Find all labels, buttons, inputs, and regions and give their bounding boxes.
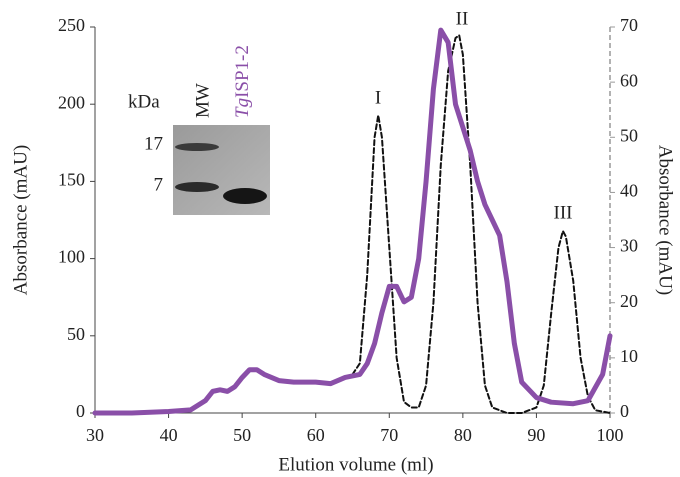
y-tick-label: 150 [58, 170, 85, 190]
inset-unit: kDa [128, 91, 160, 112]
peak-label: III [554, 202, 573, 223]
inset-marker: 7 [154, 174, 164, 195]
x-tick-label: 40 [160, 425, 178, 445]
x-tick-label: 50 [233, 425, 251, 445]
y2-tick-label: 50 [620, 125, 638, 145]
y-tick-label: 250 [58, 15, 85, 35]
y2-tick-label: 20 [620, 291, 638, 311]
y2-tick-label: 0 [620, 401, 629, 421]
line [95, 30, 610, 413]
gel-band [175, 143, 219, 151]
lane-label: TgISP1-2 [232, 45, 253, 118]
y2-tick-label: 30 [620, 236, 638, 256]
peak-label: II [456, 8, 469, 29]
gel-inset: kDa 17 7 MW TgISP1-2 [128, 45, 270, 215]
y-tick-label: 200 [58, 92, 85, 112]
x-axis-title: Elution volume (ml) [278, 454, 433, 475]
x-tick-label: 100 [597, 425, 624, 445]
x-tick-label: 30 [86, 425, 104, 445]
peak-label: I [375, 87, 381, 108]
y2-tick-label: 40 [620, 181, 638, 201]
lane-label-rest: ISP1-2 [232, 45, 253, 98]
y2-axis-title: Absorbance (mAU) [655, 145, 676, 295]
x-tick-label: 60 [307, 425, 325, 445]
y-tick-label: 0 [76, 401, 85, 421]
dashed-line [353, 35, 611, 413]
y-tick-label: 100 [58, 247, 85, 267]
y2-tick-label: 10 [620, 346, 638, 366]
y-axis-title: Absorbance (mAU) [10, 145, 31, 295]
gel-band [175, 182, 219, 192]
y2-tick-label: 70 [620, 15, 638, 35]
y2-tick-label: 60 [620, 70, 638, 90]
lane-label: MW [192, 83, 213, 118]
x-tick-label: 80 [454, 425, 472, 445]
inset-marker: 17 [144, 133, 163, 154]
chart: kDa 17 7 MW TgISP1-2 Elution volume (ml)… [0, 0, 680, 477]
x-tick-label: 90 [527, 425, 545, 445]
lane-label-italic: Tg [232, 98, 253, 118]
gel-band [223, 188, 267, 204]
x-tick-label: 70 [380, 425, 398, 445]
y-tick-label: 50 [67, 324, 85, 344]
